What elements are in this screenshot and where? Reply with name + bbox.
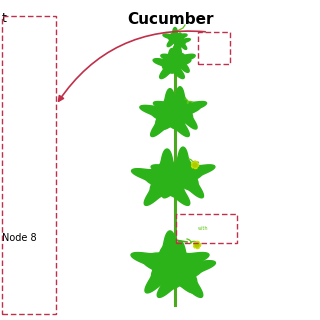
- Text: Node 8: Node 8: [2, 233, 36, 243]
- Text: with: with: [198, 226, 209, 231]
- Polygon shape: [191, 165, 195, 168]
- Polygon shape: [153, 87, 207, 129]
- Text: Cucumber: Cucumber: [127, 12, 213, 27]
- Polygon shape: [131, 231, 209, 293]
- Polygon shape: [163, 28, 187, 47]
- Polygon shape: [195, 165, 197, 169]
- Polygon shape: [153, 49, 191, 79]
- Bar: [198, 32, 230, 64]
- Polygon shape: [140, 89, 200, 137]
- Polygon shape: [132, 149, 203, 205]
- Polygon shape: [195, 161, 197, 165]
- Text: t: t: [2, 12, 7, 25]
- Polygon shape: [197, 241, 199, 245]
- Bar: [2, 16, 56, 314]
- Polygon shape: [197, 244, 201, 246]
- Polygon shape: [194, 242, 197, 245]
- Polygon shape: [145, 241, 215, 297]
- Polygon shape: [170, 33, 190, 49]
- Bar: [176, 214, 237, 243]
- Polygon shape: [195, 164, 199, 166]
- Polygon shape: [151, 147, 215, 198]
- Polygon shape: [194, 245, 197, 248]
- Polygon shape: [197, 245, 199, 249]
- Polygon shape: [195, 243, 199, 247]
- Polygon shape: [161, 45, 195, 72]
- Polygon shape: [191, 162, 195, 165]
- Polygon shape: [193, 163, 197, 167]
